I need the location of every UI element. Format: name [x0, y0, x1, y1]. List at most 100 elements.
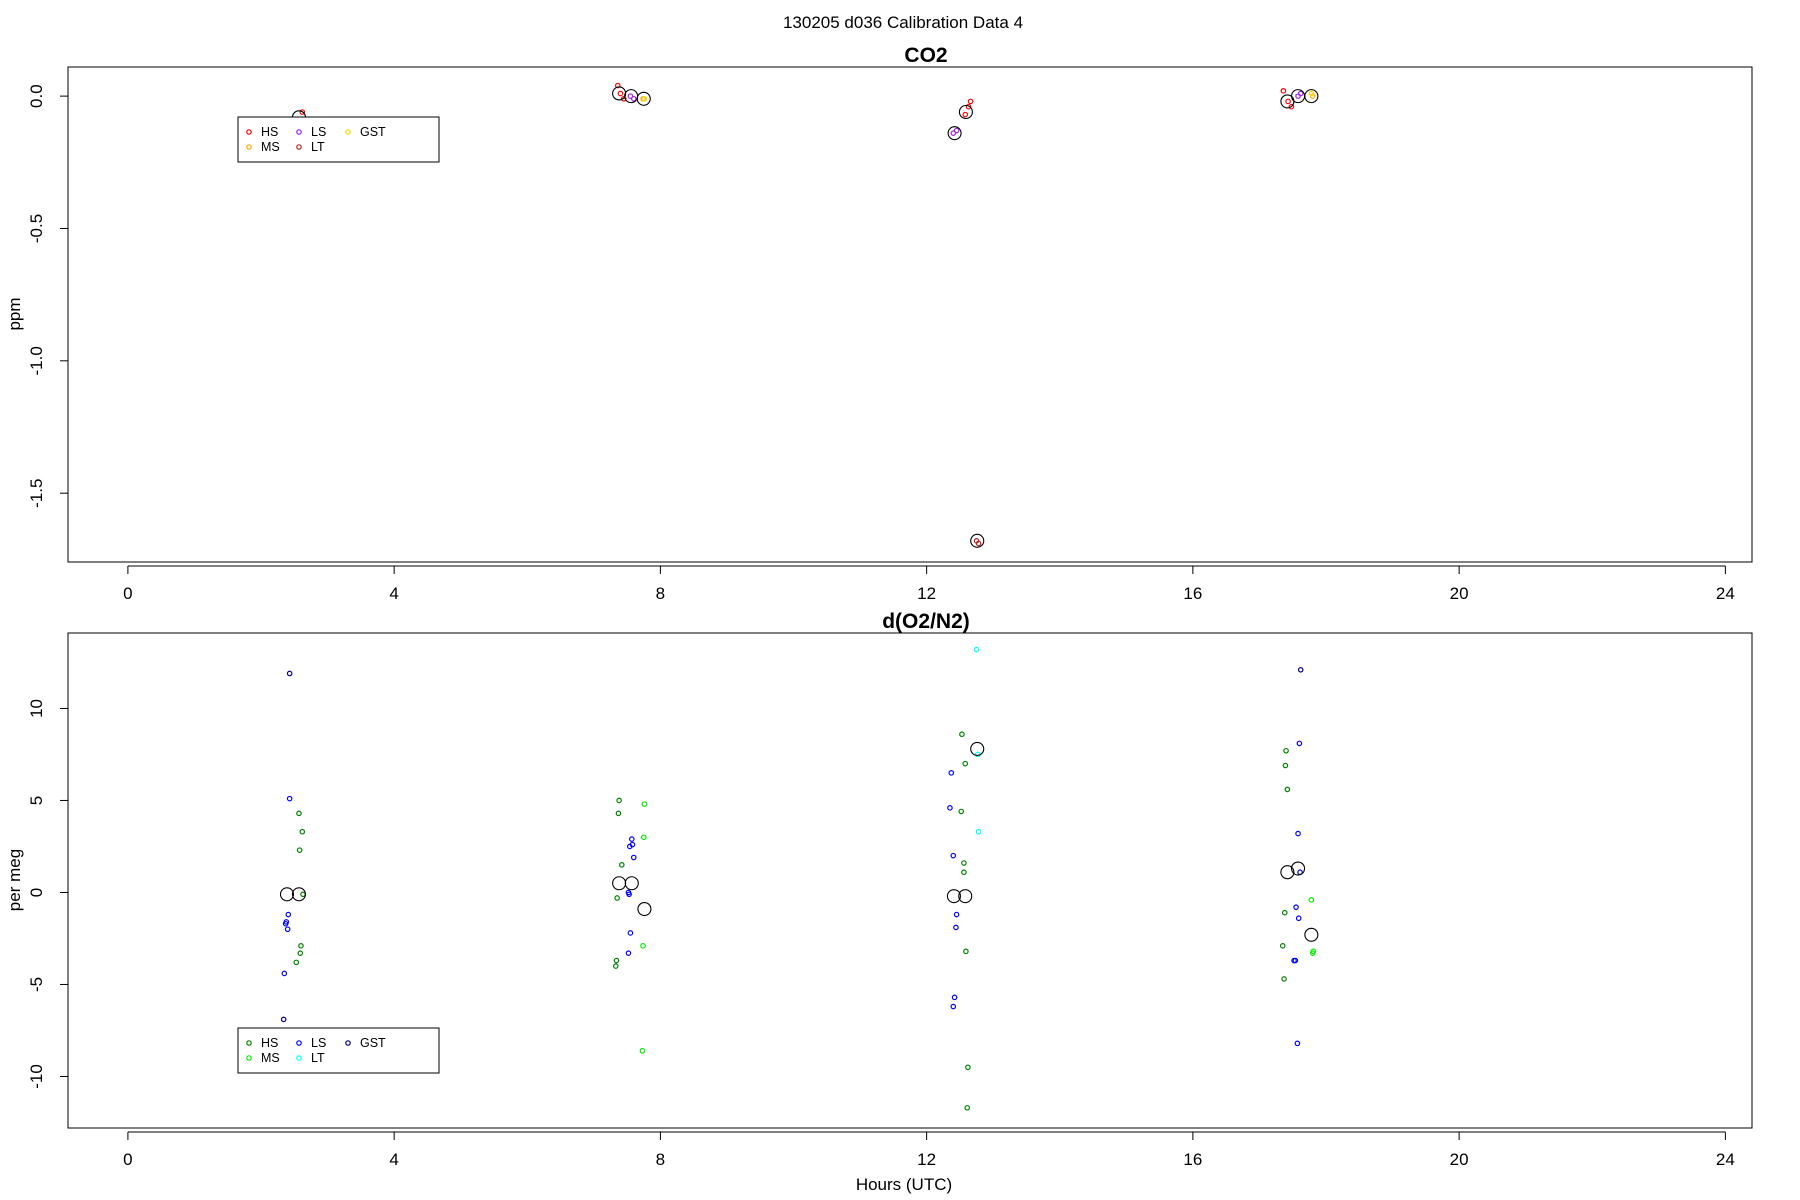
co2-x-tick-label: 8 [656, 584, 665, 603]
o2n2-point-hs [614, 895, 620, 901]
o2n2-legend-marker-ms [246, 1055, 252, 1061]
co2-mean-point [624, 89, 639, 104]
o2n2-point-ms [640, 943, 646, 949]
o2n2-point-ls [284, 926, 291, 933]
o2n2-panel-title: d(O2/N2) [882, 610, 970, 633]
co2-point-hs [967, 98, 974, 105]
o2n2-point-ls [285, 911, 292, 918]
co2-point-ls [630, 95, 637, 102]
o2n2-point-ls [953, 911, 960, 918]
co2-x-tick-label: 16 [1183, 584, 1202, 603]
o2n2-x-tick-label: 0 [123, 1150, 132, 1169]
o2n2-legend-marker-gst [345, 1040, 351, 1046]
co2-point-ls [1295, 93, 1301, 99]
o2n2-point-ls [953, 924, 959, 931]
o2n2-mean-point [612, 876, 627, 891]
o2n2-point-hs [1283, 747, 1289, 754]
co2-x-tick-label: 12 [917, 584, 936, 603]
co2-point-hs [299, 109, 306, 115]
o2n2-point-ls [1296, 740, 1303, 747]
co2-mean-point [1304, 89, 1319, 104]
o2n2-point-ls [626, 891, 632, 898]
co2-legend-marker-ms [246, 144, 252, 150]
o2n2-point-hs [293, 959, 300, 966]
o2n2-y-tick-label: 0 [27, 888, 46, 897]
co2-legend-label-hs: HS [261, 125, 278, 139]
co2-legend: HS MS LS LT GST [237, 116, 440, 163]
co2-point-ls [1297, 90, 1304, 97]
co2-point-lt [975, 540, 982, 547]
co2-x-tick-label: 20 [1450, 584, 1469, 603]
o2n2-point-ls [286, 795, 293, 802]
o2n2-panel: d(O2/N2) per meg Hours (UTC) 0 4 8 12 16 20 24… [5, 610, 1753, 1194]
o2n2-point-hs [958, 808, 965, 815]
co2-y-tick-label: -0.5 [27, 214, 46, 243]
o2n2-x-tick-label: 12 [917, 1150, 936, 1169]
o2n2-point-ls [281, 970, 288, 977]
o2n2-legend-marker-hs [246, 1040, 252, 1046]
o2n2-point-ms [1309, 950, 1316, 956]
o2n2-point-ls [629, 841, 636, 848]
o2n2-legend-label-lt: LT [311, 1051, 325, 1065]
o2n2-point-ls [948, 770, 955, 776]
o2n2-point-ls [282, 920, 289, 927]
o2n2-point-hs [300, 891, 306, 898]
o2n2-point-hs [618, 862, 625, 868]
o2n2-point-ls [951, 994, 958, 1001]
co2-mean-point [1291, 89, 1306, 104]
o2n2-y-tick-label: -5 [27, 977, 46, 992]
o2n2-point-ls [950, 852, 957, 859]
co2-panel: CO2 ppm 0 4 8 12 16 20 24 0.0 -0.5 -1.0 -1.5 HS MS… [5, 44, 1753, 603]
co2-point-hs [614, 82, 621, 89]
o2n2-point-hs [965, 1064, 971, 1071]
o2n2-point-hs [962, 760, 969, 767]
o2n2-mean-point [958, 889, 973, 904]
o2n2-legend-label-hs: HS [261, 1036, 278, 1050]
o2n2-point-hs [1284, 786, 1291, 793]
o2n2-legend-label-ms: MS [261, 1051, 280, 1065]
co2-axes: 0 4 8 12 16 20 24 0.0 -0.5 -1.0 -1.5 [27, 84, 1735, 603]
co2-point-hs [1280, 88, 1287, 94]
o2n2-point-hs [964, 1104, 971, 1111]
o2n2-point-gst [286, 670, 293, 677]
co2-point-gst [641, 95, 648, 102]
o2n2-point-hs [612, 963, 619, 969]
o2n2-mean-point [1304, 927, 1319, 942]
o2n2-point-hs [961, 860, 967, 866]
o2n2-point-hs [1282, 762, 1289, 769]
co2-panel-title: CO2 [904, 44, 947, 67]
o2n2-point-ls [1295, 915, 1302, 922]
o2n2-mean-point [1291, 861, 1306, 876]
o2n2-legend-marker-lt [296, 1055, 302, 1061]
o2n2-mean-point [1280, 865, 1295, 880]
o2n2-y-tick-label: -10 [27, 1064, 46, 1089]
o2n2-mean-point [946, 889, 961, 904]
o2n2-point-hs [296, 847, 303, 853]
co2-legend-marker-gst [345, 129, 351, 135]
o2n2-point-ms [1308, 897, 1315, 903]
o2n2-point-ls [950, 1003, 957, 1010]
o2n2-y-tick-label: 10 [27, 699, 46, 718]
o2n2-point-ls [1292, 957, 1299, 964]
o2n2-point-ms [639, 1047, 646, 1054]
co2-point-hs [1288, 103, 1295, 110]
co2-legend-label-lt: LT [311, 140, 325, 154]
o2n2-x-tick-label: 20 [1450, 1150, 1469, 1169]
co2-point-hs [1285, 98, 1291, 105]
co2-x-tick-label: 24 [1716, 584, 1735, 603]
o2n2-point-ls [1295, 830, 1301, 837]
o2n2-point-hs [961, 869, 967, 876]
co2-point-hs [965, 103, 972, 110]
o2n2-mean-point [291, 887, 307, 902]
o2n2-point-hs [298, 943, 304, 949]
o2n2-point-gst [280, 1016, 287, 1023]
o2n2-point-lt [975, 828, 982, 835]
co2-legend-label-ms: MS [261, 140, 280, 154]
co2-point-ls [627, 93, 634, 99]
co2-point-gst [1308, 90, 1315, 97]
o2n2-point-hs [1279, 943, 1286, 949]
o2n2-point-hs [615, 810, 622, 817]
co2-legend-marker-lt [296, 144, 302, 150]
o2n2-mean-point [279, 887, 295, 902]
co2-legend-box [237, 116, 440, 163]
